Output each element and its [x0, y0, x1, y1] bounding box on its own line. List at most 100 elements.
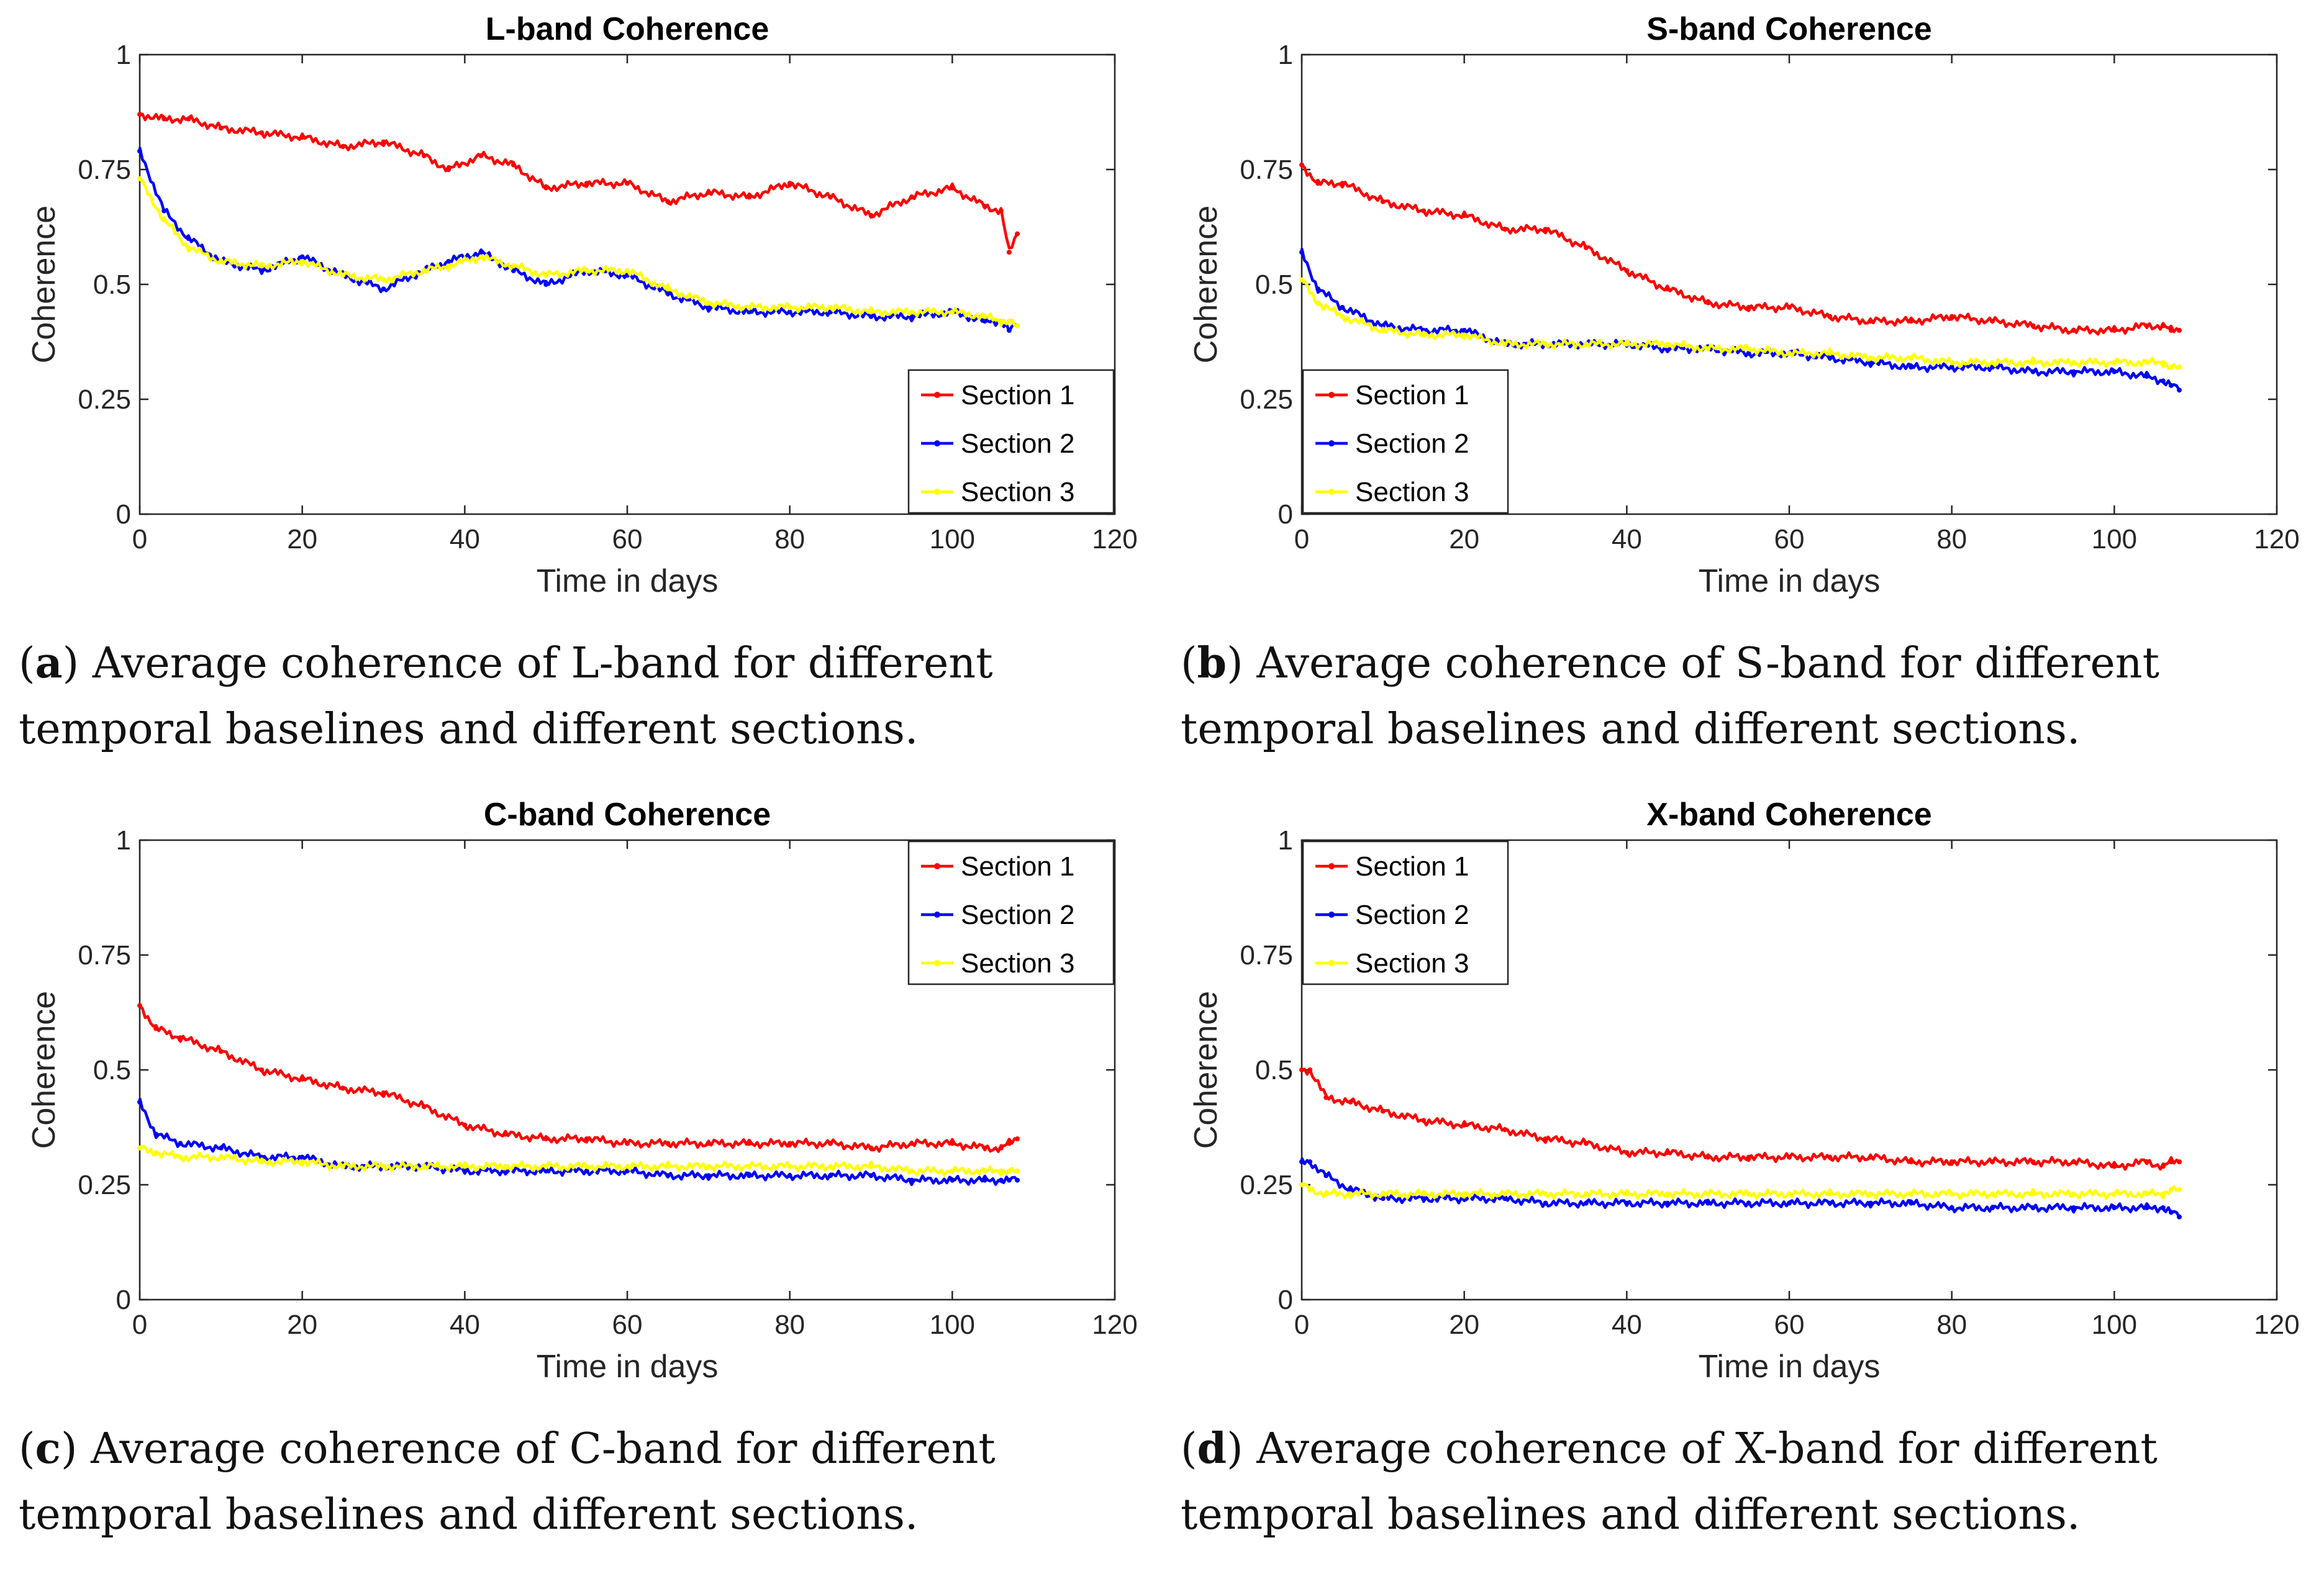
data-point-section-3 [2160, 1191, 2166, 1197]
data-point-section-1 [828, 1141, 833, 1146]
data-point-section-2 [787, 1173, 792, 1179]
data-point-section-2 [2160, 378, 2166, 384]
data-point-section-3 [584, 1164, 589, 1169]
data-point-section-1 [1421, 208, 1427, 214]
data-point-section-3 [1006, 319, 1012, 324]
data-point-section-2 [1624, 1200, 1630, 1206]
data-point-section-3 [1909, 355, 1914, 361]
data-point-section-3 [2112, 360, 2117, 365]
data-point-section-1 [340, 144, 346, 149]
data-point-section-2 [543, 282, 549, 287]
data-point-section-3 [1015, 1168, 1020, 1174]
data-point-section-3 [543, 1164, 549, 1169]
data-point-section-2 [2112, 369, 2117, 374]
data-point-section-3 [1949, 1191, 1954, 1197]
x-tick-label: 100 [930, 1310, 975, 1340]
data-point-section-2 [446, 259, 452, 264]
data-point-section-2 [1705, 1200, 1711, 1206]
legend-label-section-2: Section 2 [961, 428, 1074, 459]
series-line-section-3 [139, 178, 1018, 327]
data-point-section-1 [1990, 1159, 1995, 1164]
x-tick-label: 40 [1612, 1310, 1642, 1340]
data-point-section-1 [153, 1026, 159, 1031]
chart-title: S-band Coherence [1646, 11, 1931, 47]
data-point-section-3 [982, 314, 987, 319]
data-point-section-1 [1624, 1150, 1630, 1156]
data-point-section-1 [1421, 1118, 1427, 1123]
data-point-section-3 [1315, 300, 1321, 306]
data-point-section-1 [502, 1131, 508, 1137]
data-point-section-3 [868, 1164, 874, 1169]
data-point-section-3 [1746, 1191, 1751, 1197]
data-point-section-1 [1307, 1067, 1313, 1072]
data-point-section-1 [982, 204, 987, 209]
data-point-section-1 [1380, 1108, 1386, 1114]
data-point-section-3 [2168, 1187, 2174, 1192]
data-point-section-2 [787, 309, 792, 315]
data-point-section-3 [1006, 1168, 1012, 1174]
data-point-section-2 [2030, 1205, 2036, 1210]
legend-label-section-1: Section 1 [961, 380, 1074, 410]
data-point-section-2 [1543, 1200, 1548, 1206]
data-point-section-1 [1746, 305, 1751, 310]
data-point-section-3 [259, 1159, 265, 1164]
data-point-section-3 [1909, 1191, 1914, 1197]
data-point-section-1 [1502, 1127, 1508, 1133]
data-point-section-2 [1421, 1196, 1427, 1202]
data-point-section-3 [259, 263, 265, 269]
data-point-section-3 [625, 268, 630, 273]
data-point-section-1 [1583, 245, 1589, 250]
x-tick-label: 40 [450, 524, 480, 555]
data-point-section-2 [1340, 305, 1345, 310]
x-tick-label: 0 [132, 524, 147, 555]
data-point-section-3 [1380, 1191, 1386, 1197]
data-point-section-1 [2112, 328, 2117, 333]
data-point-section-1 [1949, 1159, 1954, 1164]
caption-letter: a [35, 638, 63, 688]
data-point-section-1 [1015, 231, 1020, 237]
data-point-section-1 [1624, 268, 1630, 273]
data-point-section-3 [446, 263, 452, 269]
data-point-section-1 [2071, 1159, 2076, 1164]
data-point-section-1 [584, 181, 589, 186]
panel-x-band: X-band Coherence 0 20 40 60 80 100 120 0 0.25 0.5 0… [1162, 786, 2324, 1571]
data-point-section-3 [2144, 1191, 2149, 1197]
data-point-section-2 [381, 286, 386, 292]
data-point-section-1 [1746, 1154, 1751, 1160]
data-point-section-2 [299, 254, 305, 260]
data-point-section-2 [511, 268, 516, 273]
data-point-section-2 [1746, 351, 1751, 356]
y-tick-label: 0.25 [1240, 1170, 1293, 1200]
data-point-section-3 [1380, 328, 1386, 333]
data-point-section-3 [161, 217, 167, 223]
data-point-section-1 [259, 130, 265, 135]
data-point-section-1 [787, 1141, 792, 1146]
data-point-section-1 [1348, 1099, 1353, 1105]
data-point-section-1 [2160, 323, 2166, 328]
chart-c-band: C-band Coherence 0 20 40 60 80 100 120 0 0.25 0.5 0… [26, 797, 1138, 1385]
data-point-section-3 [1307, 1187, 1313, 1192]
x-tick-label: 80 [1936, 524, 1967, 555]
data-point-section-1 [2071, 328, 2076, 333]
y-axis-label: Coherence [1188, 991, 1224, 1149]
legend: Section 1 Section 2 Section 3 [1302, 840, 1509, 985]
caption-text: Average coherence of L-band for differen… [19, 639, 993, 754]
data-point-section-2 [982, 1177, 987, 1183]
x-tick-label: 40 [450, 1310, 480, 1340]
data-point-section-1 [1006, 1141, 1012, 1146]
data-point-section-2 [1787, 1200, 1792, 1206]
legend: Section 1 Section 2 Section 3 [1302, 369, 1509, 514]
y-tick-label: 1 [116, 40, 131, 70]
data-point-section-3 [1705, 1191, 1711, 1197]
data-point-section-3 [299, 1159, 305, 1164]
data-point-section-1 [137, 112, 142, 117]
data-point-section-3 [137, 1145, 142, 1151]
x-axis-label: Time in days [1699, 563, 1881, 599]
data-point-section-2 [665, 1173, 671, 1179]
caption-text: Average coherence of C-band for differen… [19, 1424, 996, 1539]
legend-marker-section-1 [1328, 863, 1335, 869]
legend-marker-section-2 [1328, 440, 1335, 446]
y-axis-label: Coherence [1188, 206, 1224, 363]
data-point-section-2 [998, 1177, 1004, 1183]
x-tick-label: 60 [612, 524, 643, 555]
